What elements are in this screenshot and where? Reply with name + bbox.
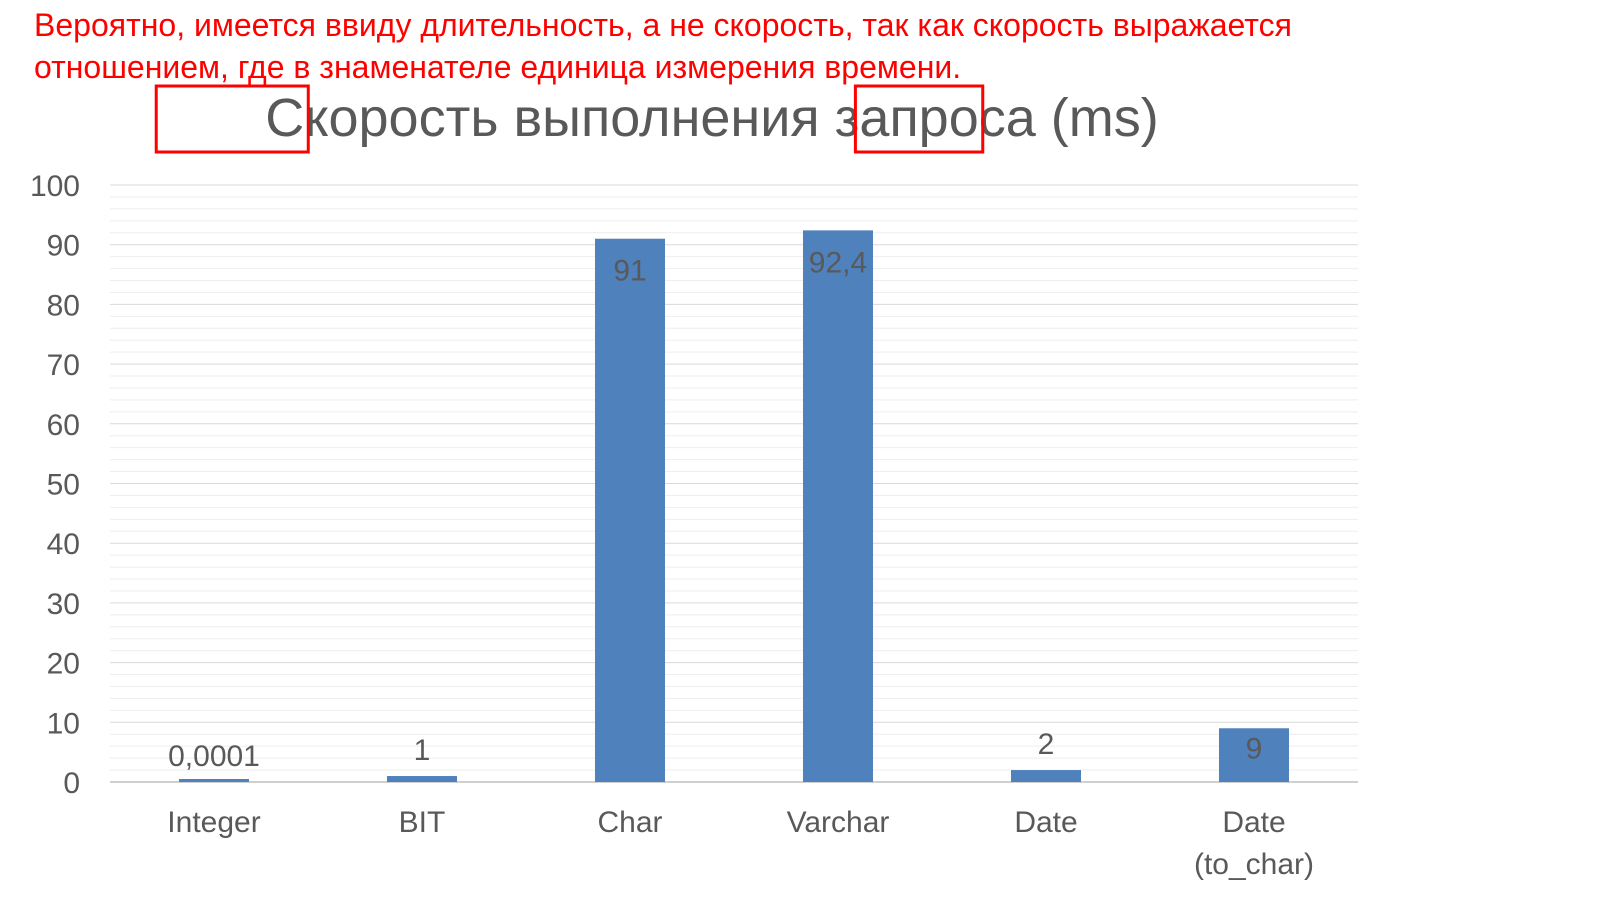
annotation-line-2: отношением, где в знаменателе единица из… (34, 49, 962, 85)
y-tick-label: 30 (47, 588, 80, 621)
gridlines (110, 184, 1358, 783)
x-tick-label: Date (1014, 806, 1077, 839)
y-tick-label: 0 (63, 767, 80, 800)
y-tick-label: 100 (30, 170, 80, 203)
y-tick-label: 50 (47, 469, 80, 502)
y-tick-label: 20 (47, 648, 80, 681)
bar (595, 238, 665, 783)
x-tick-label: (to_char) (1194, 848, 1314, 881)
annotation-note: Вероятно, имеется ввиду длительность, а … (34, 4, 1594, 88)
bar (1219, 728, 1289, 782)
highlight-box (853, 84, 985, 154)
data-labels: 0,0001 1 91 92,4 2 9 (168, 246, 1262, 773)
data-label: 9 (1246, 732, 1263, 765)
y-tick-label: 90 (47, 230, 80, 263)
chart-title-text: Скорость выполнения запроса (ms) (160, 88, 1234, 148)
y-tick-label: 10 (47, 707, 80, 740)
x-tick-label: Integer (167, 806, 260, 839)
x-tick-label: Varchar (787, 806, 890, 839)
y-tick-label: 40 (47, 528, 80, 561)
data-label: 91 (613, 255, 646, 288)
highlight-box (154, 84, 310, 154)
bar (803, 230, 873, 782)
chart-title-part-1: Скорость (265, 88, 498, 148)
y-tick-label: 70 (47, 349, 80, 382)
annotation-line-1: Вероятно, имеется ввиду длительность, а … (34, 7, 1292, 43)
data-label: 2 (1038, 728, 1055, 761)
chart-title-part-2: выполнения запроса (498, 88, 1050, 148)
data-label: 1 (414, 734, 431, 767)
bar (1011, 770, 1081, 782)
x-tick-label: BIT (399, 806, 446, 839)
chart-title: Скорость выполнения запроса (ms) (160, 88, 1234, 148)
data-label: 92,4 (809, 246, 867, 279)
x-axis-ticks: Integer BIT Char Varchar Date Date (to_char) (167, 806, 1314, 881)
y-axis-ticks: 0 10 20 30 40 50 60 70 80 90 100 (30, 170, 80, 800)
x-tick-label: Date (1222, 806, 1285, 839)
highlight-boxes (154, 84, 985, 154)
chart-title-part-3: (ms) (1051, 88, 1159, 148)
bar (179, 779, 249, 782)
bar (387, 776, 457, 782)
x-tick-label: Char (597, 806, 662, 839)
data-label: 0,0001 (168, 740, 260, 773)
y-tick-label: 60 (47, 409, 80, 442)
y-tick-label: 80 (47, 289, 80, 322)
bars (179, 230, 1289, 783)
